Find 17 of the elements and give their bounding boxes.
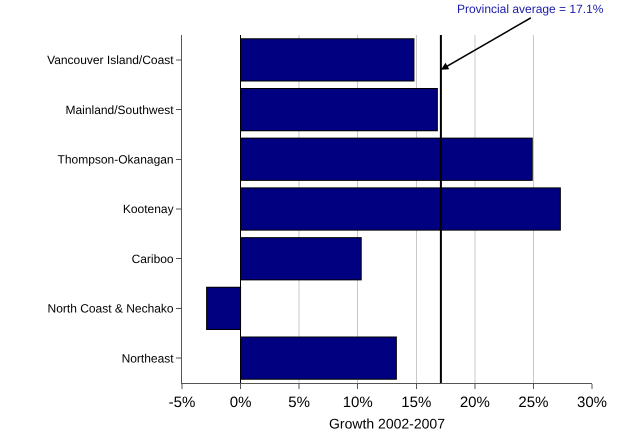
y-tick-label: Thompson-Okanagan	[58, 152, 174, 166]
x-tick-label: 15%	[401, 394, 432, 411]
y-tick-label: North Coast & Nechako	[48, 302, 174, 316]
x-axis-title: Growth 2002-2007	[329, 415, 446, 432]
x-tick-label: 5%	[288, 394, 310, 411]
y-tick-label: Kootenay	[122, 202, 174, 216]
ref-line-label: Provincial average = 17.1%	[457, 2, 604, 16]
x-tick-label: 0%	[230, 394, 252, 411]
y-tick-label: Cariboo	[132, 252, 174, 266]
y-tick-label: Mainland/Southwest	[66, 102, 174, 117]
x-tick-label: 10%	[342, 394, 373, 411]
x-tick-label: -5%	[168, 394, 196, 411]
x-tick-label: 30%	[576, 394, 608, 411]
x-tick-label: 20%	[460, 394, 490, 411]
x-tick-label: 25%	[518, 394, 548, 411]
y-tick-label: Vancouver Island/Coast	[47, 53, 174, 68]
y-tick-label: Northeast	[122, 351, 174, 366]
